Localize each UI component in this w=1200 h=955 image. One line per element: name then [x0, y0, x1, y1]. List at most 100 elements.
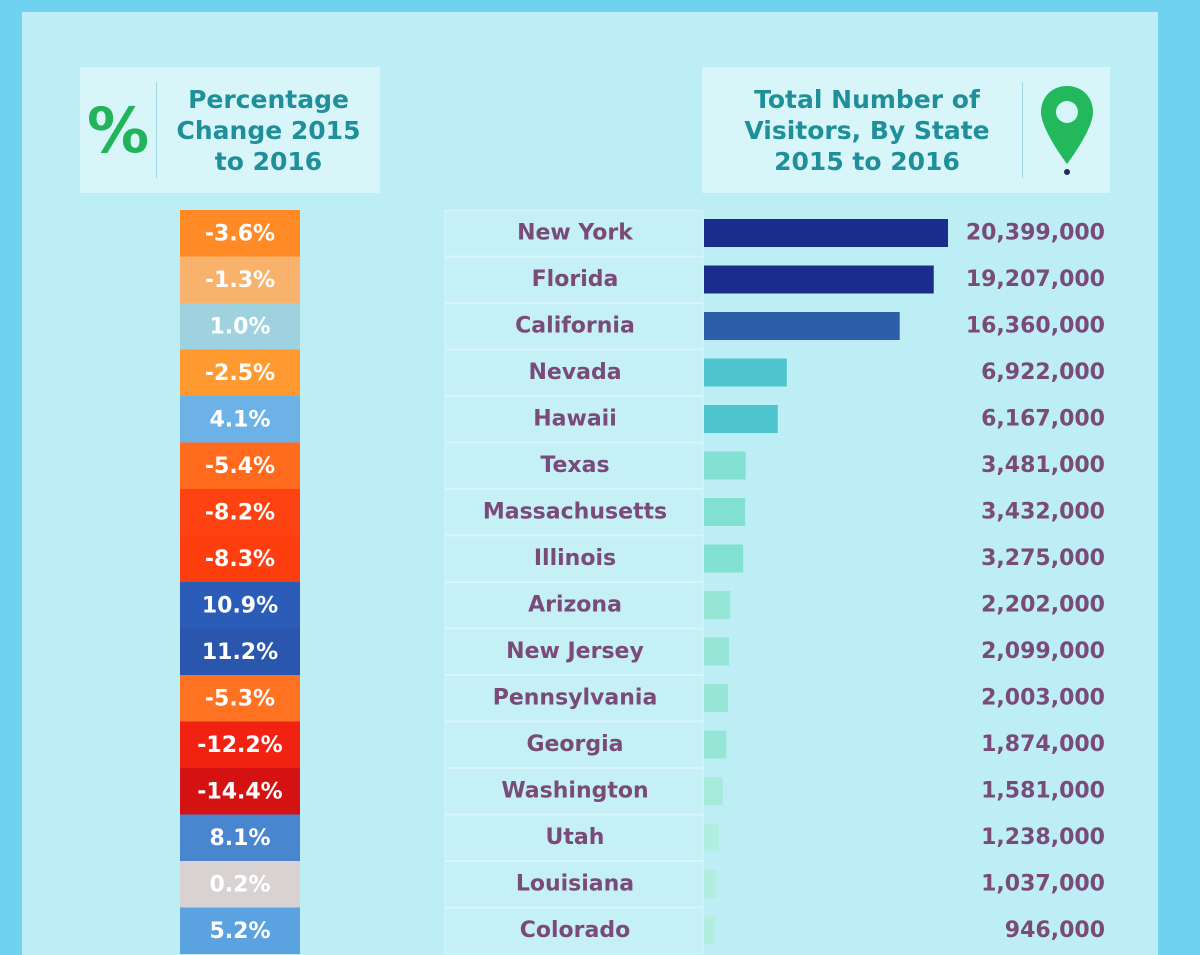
state-cell [444, 535, 704, 582]
percent-label: -5.3% [205, 686, 275, 711]
bar [704, 219, 948, 247]
state-label: Louisiana [516, 871, 634, 896]
percent-label: -2.5% [205, 361, 275, 386]
value-label: 20,399,000 [966, 220, 1105, 245]
percent-cell [180, 535, 300, 582]
state-label: Washington [501, 778, 648, 803]
state-cell [444, 349, 704, 396]
value-label: 19,207,000 [966, 267, 1105, 292]
percent-cell [180, 442, 300, 489]
state-label: Illinois [534, 546, 616, 571]
value-label: 2,202,000 [981, 592, 1105, 617]
state-cell [444, 628, 704, 675]
value-label: 6,167,000 [981, 406, 1105, 431]
percent-label: -8.3% [205, 547, 275, 572]
pin-hole [1056, 101, 1078, 123]
percent-cell [180, 256, 300, 303]
pin-icon [1041, 86, 1093, 175]
state-label: New Jersey [506, 639, 644, 664]
percent-label: -3.6% [205, 221, 275, 246]
state-cell [444, 907, 704, 954]
percent-cell [180, 582, 300, 629]
percent-cell [180, 907, 300, 954]
header-box-left: % Percentage Change 2015 to 2016 [80, 67, 380, 193]
left-title: Percentage Change 2015 to 2016 [176, 84, 361, 176]
state-cell [444, 303, 704, 350]
percent-cell [180, 721, 300, 768]
pin-dot [1064, 169, 1070, 175]
value-label: 1,037,000 [981, 871, 1105, 896]
percent-label: -8.2% [205, 500, 275, 525]
percent-cell [180, 489, 300, 536]
value-label: 3,481,000 [981, 453, 1105, 478]
bar [704, 823, 719, 852]
bar [704, 777, 723, 805]
percent-label: 11.2% [202, 640, 278, 665]
percent-label: 10.9% [202, 593, 278, 618]
pin-shape [1041, 86, 1093, 164]
percent-label: -14.4% [197, 779, 282, 804]
percent-label: 4.1% [209, 407, 270, 432]
percent-label: -12.2% [197, 733, 282, 758]
bar [704, 451, 746, 480]
state-label: New York [517, 220, 634, 245]
state-cell [444, 861, 704, 908]
state-cell [444, 489, 704, 536]
percent-cell [180, 303, 300, 350]
value-label: 1,238,000 [981, 825, 1105, 850]
state-cell [444, 210, 704, 257]
bar [704, 544, 744, 573]
bar [704, 591, 731, 619]
state-label: Hawaii [533, 406, 617, 431]
value-label: 1,874,000 [981, 732, 1105, 757]
value-label: 1,581,000 [981, 778, 1105, 803]
percent-cell [180, 628, 300, 675]
percent-cell [180, 210, 300, 257]
percent-label: -1.3% [205, 268, 275, 293]
state-cell [444, 442, 704, 489]
bar [704, 358, 787, 387]
state-label: Georgia [526, 732, 623, 757]
state-label: Colorado [520, 918, 630, 943]
bar [704, 870, 717, 898]
state-cell [444, 396, 704, 443]
state-label: Utah [546, 825, 605, 850]
state-cell [444, 768, 704, 815]
percent-label: 8.1% [209, 826, 270, 851]
percent-icon: % [86, 93, 150, 167]
bar [704, 265, 934, 294]
value-label: 2,003,000 [981, 685, 1105, 710]
percent-label: 0.2% [209, 872, 270, 897]
percent-cell [180, 861, 300, 908]
value-label: 3,432,000 [981, 499, 1105, 524]
percent-cell [180, 675, 300, 722]
divider [1022, 82, 1023, 178]
state-cell [444, 675, 704, 722]
bar [704, 916, 716, 945]
value-label: 2,099,000 [981, 639, 1105, 664]
state-cell [444, 582, 704, 629]
state-cell [444, 814, 704, 861]
bar [704, 730, 727, 759]
percent-cell [180, 768, 300, 815]
bar [704, 312, 900, 340]
percent-cell [180, 349, 300, 396]
state-label: Florida [532, 267, 619, 292]
percent-label: 5.2% [209, 919, 270, 944]
percent-cell [180, 814, 300, 861]
header-box-right: Total Number of Visitors, By State 2015 … [702, 67, 1110, 193]
value-label: 946,000 [1005, 918, 1105, 943]
state-label: Massachusetts [483, 499, 667, 524]
state-label: Texas [540, 453, 609, 478]
divider [156, 82, 157, 178]
value-label: 16,360,000 [966, 313, 1105, 338]
bar [704, 684, 728, 712]
state-label: Nevada [528, 360, 621, 385]
state-cell [444, 256, 704, 303]
state-label: Pennsylvania [493, 685, 658, 710]
state-cell [444, 721, 704, 768]
bar [704, 637, 730, 666]
percent-label: 1.0% [209, 314, 270, 339]
